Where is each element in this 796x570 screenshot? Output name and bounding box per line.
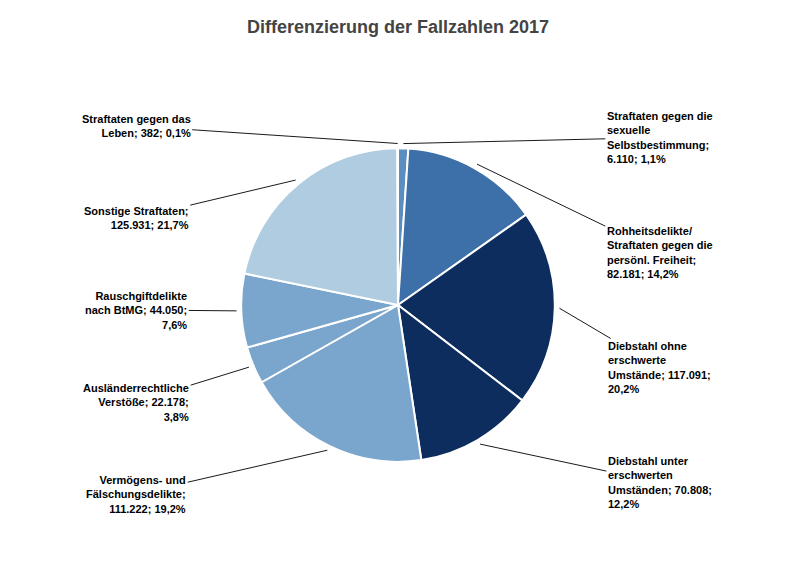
svg-text:Differenzierung der Fallzahlen: Differenzierung der Fallzahlen 2017 [247,17,549,37]
svg-text:AusländerrechtlicheVerstöße; 2: AusländerrechtlicheVerstöße; 22.178;3,8% [83,382,189,423]
svg-text:Straftaten gegen diesexuelleSe: Straftaten gegen diesexuelleSelbstbestim… [607,110,713,165]
svg-text:Diebstahl ohneerschwerteUmstän: Diebstahl ohneerschwerteUmstände; 117.09… [608,340,711,395]
svg-text:Sonstige Straftaten;125.931; 2: Sonstige Straftaten;125.931; 21,7% [84,205,189,231]
svg-text:Rauschgiftdeliktenach BtMG; 44: Rauschgiftdeliktenach BtMG; 44.050;7,6% [85,290,187,331]
svg-text:Straftaten gegen dasLeben; 382: Straftaten gegen dasLeben; 382; 0,1% [82,113,191,139]
svg-text:Vermögens- undFälschungsdelikt: Vermögens- undFälschungsdelikte;111.222;… [86,474,186,515]
svg-text:Diebstahl untererschwertenUmst: Diebstahl untererschwertenUmständen; 70.… [608,455,712,510]
svg-text:Rohheitsdelikte/Straftaten geg: Rohheitsdelikte/Straftaten gegen diepers… [607,225,713,280]
